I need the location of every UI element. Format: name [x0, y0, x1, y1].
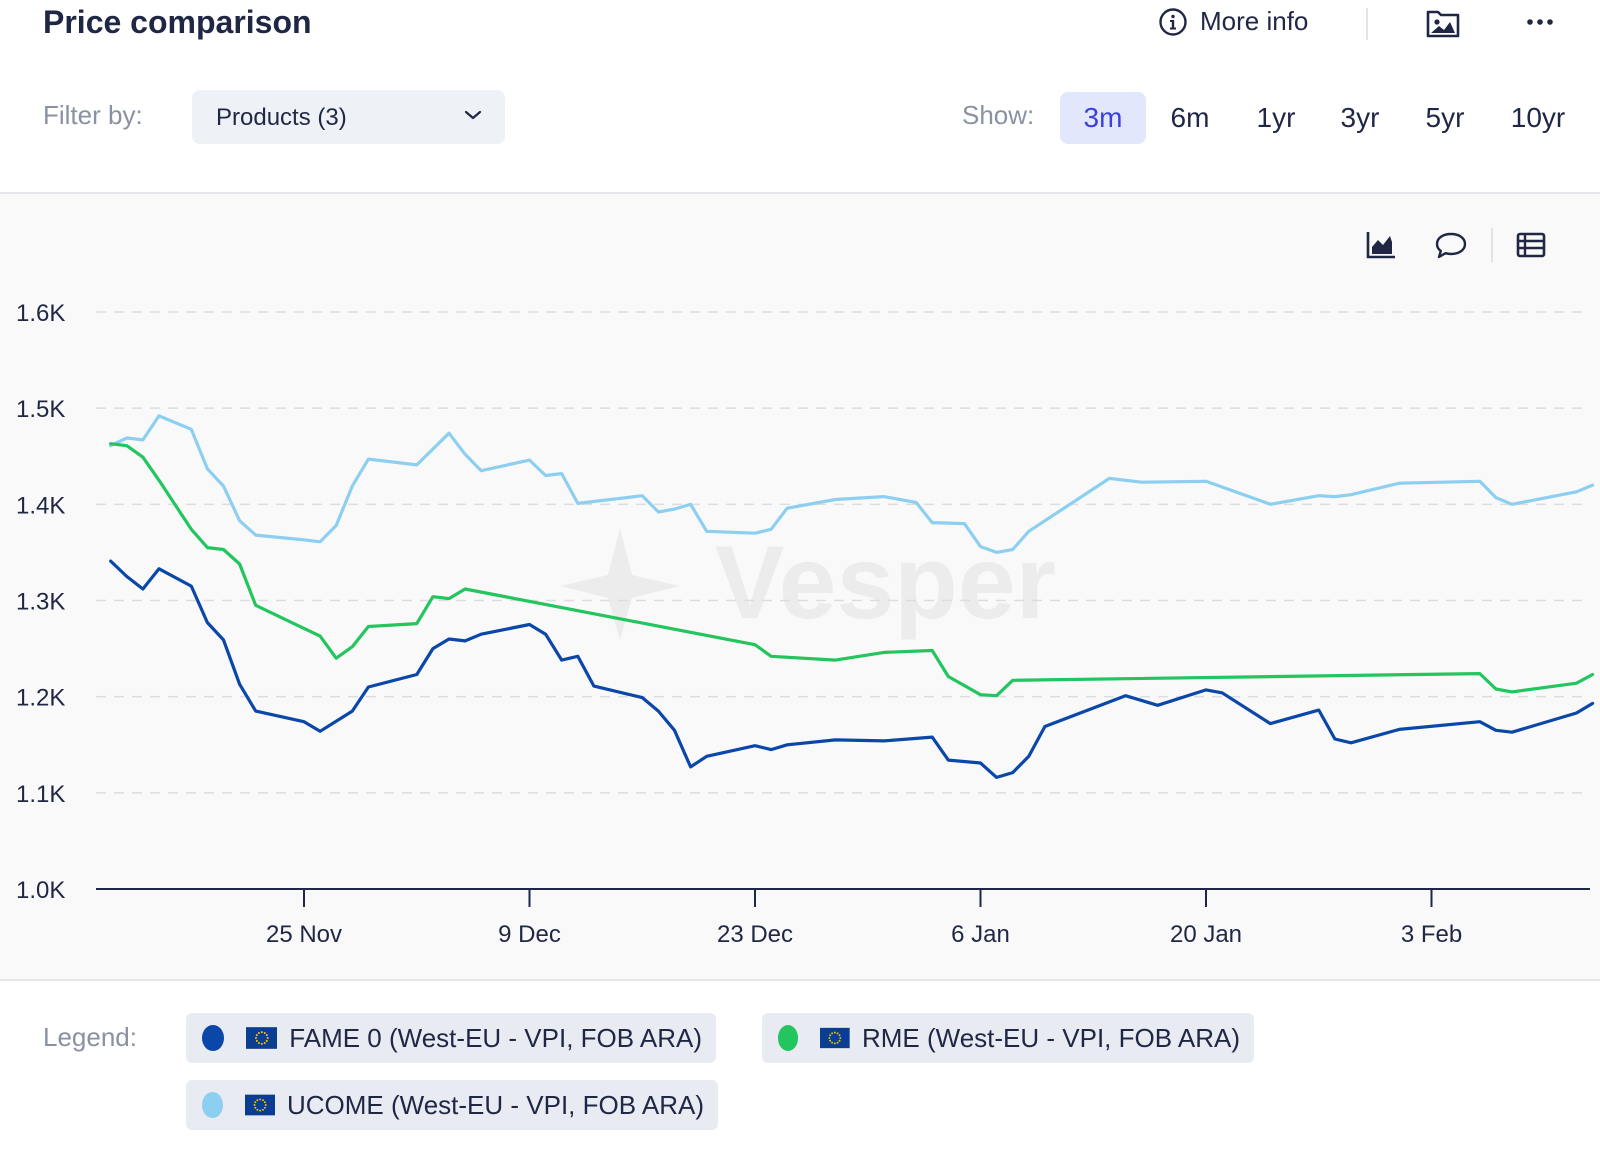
- info-icon: [1158, 7, 1188, 37]
- comment-icon[interactable]: [1434, 228, 1468, 262]
- header-divider: [1366, 8, 1368, 40]
- x-tick-label: 6 Jan: [951, 921, 1010, 948]
- legend-item-label: RME (West-EU - VPI, FOB ARA): [861, 1022, 1240, 1053]
- image-icon[interactable]: [1425, 6, 1461, 40]
- x-tick-label: 9 Dec: [498, 921, 561, 948]
- legend-item-ucome[interactable]: UCOME (West-EU - VPI, FOB ARA): [186, 1080, 718, 1130]
- y-tick-label: 1.3K: [16, 589, 65, 616]
- eu-flag-icon: [820, 1027, 850, 1049]
- range-6m-button[interactable]: 6m: [1170, 102, 1210, 133]
- y-tick-label: 1.2K: [16, 685, 65, 712]
- legend-item-fame[interactable]: FAME 0 (West-EU - VPI, FOB ARA): [186, 1013, 716, 1063]
- y-tick-label: 1.0K: [16, 877, 65, 904]
- series-color-dot: [202, 1025, 224, 1051]
- more-info-button[interactable]: More info: [1158, 6, 1308, 37]
- products-dropdown-value: Products (3): [216, 104, 347, 131]
- products-dropdown[interactable]: Products (3): [192, 90, 505, 144]
- range-10yr-button[interactable]: 10yr: [1510, 102, 1566, 133]
- x-tick-label: 23 Dec: [717, 921, 793, 948]
- range-5yr-button[interactable]: 5yr: [1425, 102, 1465, 133]
- filter-label: Filter by:: [43, 100, 143, 130]
- x-tick-label: 20 Jan: [1170, 921, 1242, 948]
- page-title: Price comparison: [43, 4, 312, 40]
- series-color-dot: [778, 1025, 799, 1051]
- range-3m-button[interactable]: 3m: [1060, 92, 1146, 144]
- y-tick-label: 1.1K: [16, 781, 65, 808]
- chart-panel: [0, 192, 1600, 981]
- chevron-down-icon: [463, 108, 483, 127]
- legend-item-rme[interactable]: RME (West-EU - VPI, FOB ARA): [762, 1013, 1254, 1063]
- area-chart-icon[interactable]: [1364, 228, 1398, 262]
- y-tick-label: 1.4K: [16, 492, 65, 519]
- series-line-fame[interactable]: [109, 559, 1595, 780]
- eu-flag-icon: [244, 1094, 275, 1116]
- more-info-label: More info: [1200, 6, 1309, 36]
- watermark-text: Vesper: [715, 525, 1056, 641]
- tools-divider: [1491, 228, 1493, 262]
- y-tick-label: 1.6K: [16, 300, 65, 327]
- series-line-ucome[interactable]: [109, 414, 1595, 555]
- legend-item-label: UCOME (West-EU - VPI, FOB ARA): [286, 1089, 704, 1120]
- x-tick-label: 25 Nov: [266, 921, 342, 948]
- vesper-watermark: Vesper: [560, 525, 1056, 641]
- legend-label: Legend:: [43, 1022, 137, 1052]
- range-1yr-button[interactable]: 1yr: [1256, 102, 1296, 133]
- table-view-icon[interactable]: [1514, 228, 1548, 262]
- series-line-rme[interactable]: [109, 442, 1595, 698]
- eu-flag-icon: [245, 1027, 278, 1049]
- series-color-dot: [202, 1092, 223, 1118]
- y-tick-label: 1.5K: [16, 396, 65, 423]
- legend-item-label: FAME 0 (West-EU - VPI, FOB ARA): [289, 1022, 702, 1053]
- show-label: Show:: [962, 100, 1035, 130]
- x-tick-label: 3 Feb: [1401, 921, 1462, 948]
- range-3yr-button[interactable]: 3yr: [1340, 102, 1380, 133]
- more-options-icon[interactable]: [1522, 10, 1558, 34]
